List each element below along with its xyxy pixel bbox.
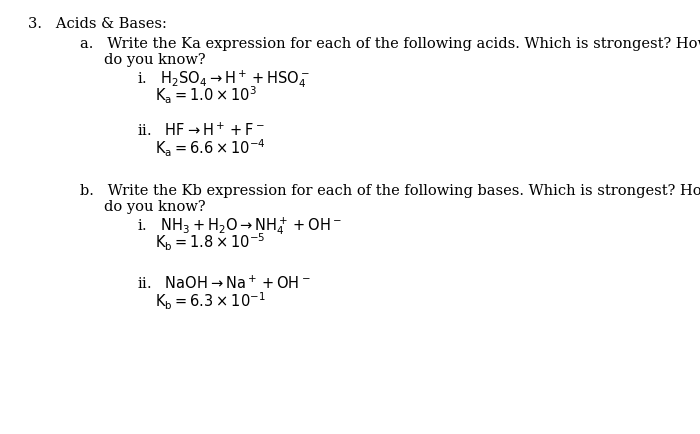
Text: b.   Write the Kb expression for each of the following bases. Which is strongest: b. Write the Kb expression for each of t… [80,183,700,197]
Text: $\mathrm{K_b = 6.3 \times 10^{-1}}$: $\mathrm{K_b = 6.3 \times 10^{-1}}$ [155,290,266,312]
Text: $\mathrm{K_a = 1.0 \times 10^3}$: $\mathrm{K_a = 1.0 \times 10^3}$ [155,84,258,105]
Text: do you know?: do you know? [104,53,205,67]
Text: ii.   $\mathrm{NaOH \rightarrow Na^+ + OH^-}$: ii. $\mathrm{NaOH \rightarrow Na^+ + OH^… [137,274,311,292]
Text: do you know?: do you know? [104,199,205,213]
Text: $\mathrm{K_a = 6.6 \times 10^{-4}}$: $\mathrm{K_a = 6.6 \times 10^{-4}}$ [155,138,266,159]
Text: i.   $\mathrm{NH_3 + H_2O \rightarrow NH_4^+ + OH^-}$: i. $\mathrm{NH_3 + H_2O \rightarrow NH_4… [137,215,342,237]
Text: $\mathrm{K_b = 1.8 \times 10^{-5}}$: $\mathrm{K_b = 1.8 \times 10^{-5}}$ [155,231,266,252]
Text: i.   $\mathrm{H_2SO_4 \rightarrow H^+ + HSO_4^-}$: i. $\mathrm{H_2SO_4 \rightarrow H^+ + HS… [137,68,310,90]
Text: a.   Write the Ka expression for each of the following acids. Which is strongest: a. Write the Ka expression for each of t… [80,37,700,51]
Text: 3.   Acids & Bases:: 3. Acids & Bases: [28,17,167,31]
Text: ii.   $\mathrm{HF \rightarrow H^+ + F^-}$: ii. $\mathrm{HF \rightarrow H^+ + F^-}$ [137,122,265,139]
